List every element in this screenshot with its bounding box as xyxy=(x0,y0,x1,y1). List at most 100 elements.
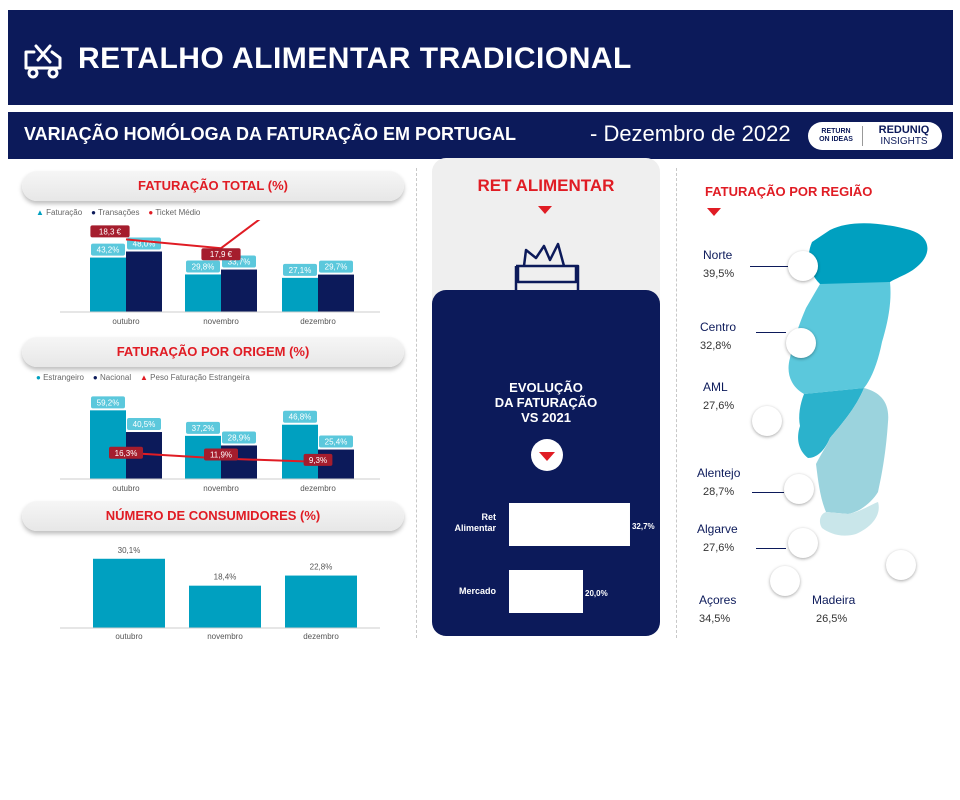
chart3-title: NÚMERO DE CONSUMIDORES (%) xyxy=(22,501,404,531)
bar-faturação-dezembro xyxy=(282,277,318,312)
chevron-down-icon xyxy=(707,208,721,216)
chart2-title: FATURAÇÃO POR ORIGEM (%) xyxy=(22,337,404,367)
line-label-1: 11,9% xyxy=(210,451,232,460)
line-label-1: 17,9 € xyxy=(210,250,233,259)
bar-label-outubro-0-bg xyxy=(91,243,125,256)
bar-transações-dezembro xyxy=(318,274,354,312)
chart-faturacao-origem: 59,2% 40,5% outubro 37,2% 28,9% novembro 46,8%… xyxy=(60,396,380,493)
leader-line xyxy=(752,492,784,493)
y-tick-0-b: Alimentar xyxy=(454,523,496,533)
leader-line xyxy=(756,332,786,333)
line-label-1-bg xyxy=(201,248,241,261)
bar-label-outubro-1-bg xyxy=(127,418,161,431)
dot-icon: ● xyxy=(36,373,41,382)
bar-label-outubro-1: 40,5% xyxy=(133,420,156,429)
bar-label-outubro-0: 59,2% xyxy=(97,398,120,407)
line-label-0: 16,3% xyxy=(115,449,138,458)
partner-logos xyxy=(808,122,942,150)
region-madeira-name: Madeira xyxy=(812,593,856,607)
evolution-title-line2: DA FATURAÇÃO xyxy=(494,395,598,410)
hbar-mercado xyxy=(509,570,583,613)
bar-label-dezembro-0: 27,1% xyxy=(289,266,312,275)
chevron-circle-icon xyxy=(531,439,563,471)
bar-label-dezembro-1-bg xyxy=(319,260,353,273)
dot-icon: ● xyxy=(148,208,154,217)
bar-faturação-novembro xyxy=(185,274,221,312)
logo-divider xyxy=(862,126,863,146)
return-on-ideas-logo: RETURN ON IDEAS xyxy=(819,128,853,143)
bar-transações-novembro xyxy=(221,269,257,312)
tools-truck-icon xyxy=(24,44,62,79)
bar-label-dezembro-1: 25,4% xyxy=(325,438,348,447)
bar-consumidores-novembro xyxy=(189,585,261,628)
chevron-down-icon xyxy=(538,206,552,214)
bar-label-dezembro-1-bg xyxy=(319,435,353,448)
x-tick-novembro: novembro xyxy=(203,317,239,326)
chart-faturacao-total: 43,2% 48,0% outubro 29,8% 33,7% novembro 27,1%… xyxy=(60,220,380,326)
bar-consumidores-dezembro xyxy=(285,575,357,628)
page-title: RETALHO ALIMENTAR TRADICIONAL xyxy=(78,42,632,75)
evolution-title-line1: EVOLUÇÃO xyxy=(509,380,583,395)
tower-icon xyxy=(752,406,782,436)
legend-ticket-medio: Ticket Médio xyxy=(155,208,201,217)
legend-faturacao: Faturação xyxy=(46,208,83,217)
region-algarve-name: Algarve xyxy=(697,522,738,536)
region-alentejo-name: Alentejo xyxy=(697,466,741,480)
report-date: - Dezembro de 2022 xyxy=(590,121,791,146)
ret-alimentar-title: RET ALIMENTAR xyxy=(477,176,615,195)
column-divider-right xyxy=(676,168,677,638)
region-aml-value: 27,6% xyxy=(703,400,735,412)
bar-estrangeiro-outubro xyxy=(90,410,126,479)
bar-label-novembro-0: 37,2% xyxy=(192,424,215,433)
x-tick-novembro: novembro xyxy=(207,632,243,641)
bar-label-dezembro-1: 29,7% xyxy=(325,263,348,272)
x-tick-dezembro: dezembro xyxy=(300,317,336,326)
line-label-0-bg xyxy=(109,446,143,459)
bar-label-outubro: 30,1% xyxy=(118,546,141,555)
column-divider-left xyxy=(416,168,417,638)
triangle-icon: ▲ xyxy=(140,373,148,382)
bar-consumidores-outubro xyxy=(93,558,165,628)
legend-transacoes: Transações xyxy=(98,208,140,217)
evolution-title: EVOLUÇÃO DA FATURAÇÃO VS 2021 xyxy=(432,380,660,425)
region-title: FATURAÇÃO POR REGIÃO xyxy=(705,184,873,199)
bar-label-outubro-0: 43,2% xyxy=(97,246,120,255)
bridge-icon xyxy=(788,251,818,281)
x-tick-dezembro: dezembro xyxy=(303,632,339,641)
bar-label-novembro-1-bg xyxy=(222,431,256,444)
leader-line xyxy=(756,548,786,549)
hbar-ret-alimentar xyxy=(509,503,630,546)
reduniq-logo: REDUNIQ xyxy=(878,124,930,136)
legend-estrangeiro: Estrangeiro xyxy=(43,373,84,382)
page-subtitle: VARIAÇÃO HOMÓLOGA DA FATURAÇÃO EM PORTUG… xyxy=(24,124,516,144)
region-acores-name: Açores xyxy=(699,593,737,607)
region-madeira-value: 26,5% xyxy=(816,613,848,625)
bar-label-dezembro: 22,8% xyxy=(310,563,333,572)
bar-label-outubro-0-bg xyxy=(91,396,125,409)
y-tick-1: Mercado xyxy=(459,586,497,596)
region-algarve-value: 27,6% xyxy=(703,542,735,554)
triangle-icon: ▲ xyxy=(36,208,44,217)
hbar-label-1: 20,0% xyxy=(585,589,608,598)
beach-chair-icon xyxy=(788,528,818,558)
chart2-legend: ● Estrangeiro ● Nacional ▲ Peso Faturaçã… xyxy=(36,373,250,382)
dot-icon: ● xyxy=(92,373,98,382)
chart1-legend: ▲ Faturação ● Transações ● Ticket Médio xyxy=(36,208,200,217)
region-centro-name: Centro xyxy=(700,320,737,334)
dot-icon: ● xyxy=(91,208,96,217)
university-building-icon xyxy=(786,328,816,358)
y-tick-0-a: Ret xyxy=(481,512,496,522)
bar-label-novembro-1: 28,9% xyxy=(228,433,251,442)
x-tick-outubro: outubro xyxy=(115,632,143,641)
line-label-1-bg xyxy=(204,448,238,461)
bar-label-dezembro-0-bg xyxy=(283,410,317,423)
line-label-2: 9,3% xyxy=(309,456,327,465)
x-tick-novembro: novembro xyxy=(203,484,239,493)
line-ticket-médio xyxy=(125,220,261,250)
landscape-sun-icon xyxy=(784,474,814,504)
region-norte-name: Norte xyxy=(703,248,733,262)
hbar-label-0: 32,7% xyxy=(632,522,655,531)
x-tick-dezembro: dezembro xyxy=(300,484,336,493)
evolution-title-line3: VS 2021 xyxy=(521,410,571,425)
